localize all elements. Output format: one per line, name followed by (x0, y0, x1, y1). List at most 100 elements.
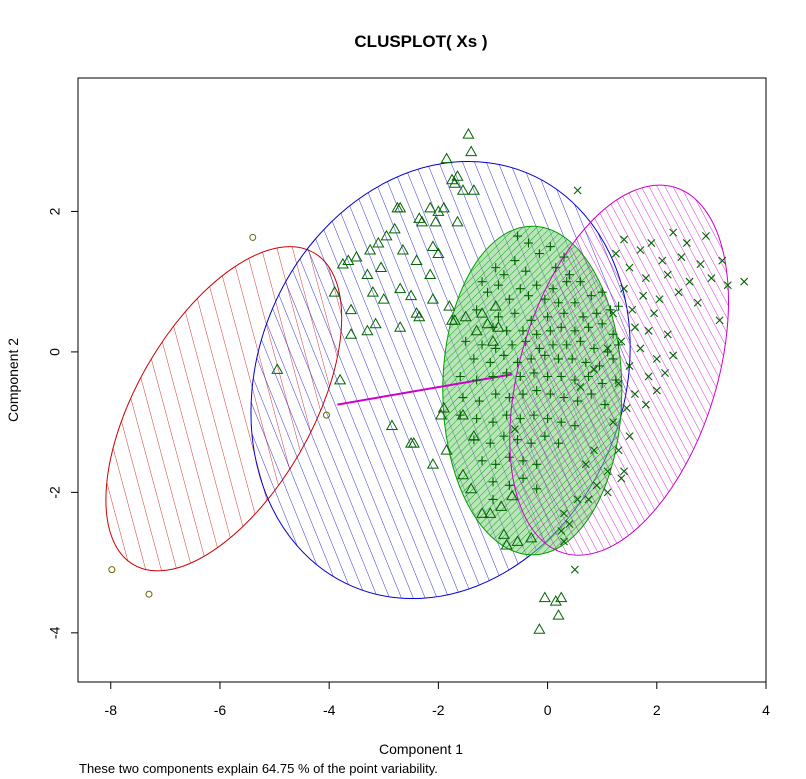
x-tick-label-1: -8 (105, 702, 118, 718)
cluster-2-point-37 (377, 293, 390, 304)
cluster-2-point-76 (555, 591, 568, 603)
cluster-4-point-50 (603, 488, 612, 497)
cluster-3-point-117 (532, 484, 542, 494)
cluster-4-point-61 (510, 425, 519, 434)
cluster-4-point-51 (617, 474, 626, 483)
cluster-2-point-10 (391, 201, 404, 213)
cluster-3-point-10 (551, 263, 561, 273)
cluster-4-point-30 (663, 330, 672, 339)
cluster-2-point-61 (435, 408, 448, 420)
cluster-3-point-30 (526, 315, 536, 325)
cluster-3-point-23 (554, 298, 564, 308)
cluster-2-point-23 (396, 243, 409, 255)
cluster-3-point-76 (543, 371, 553, 381)
cluster-4-point-1 (573, 186, 582, 195)
cluster-4-point-21 (639, 291, 648, 300)
cluster-4-point-9 (677, 253, 686, 262)
cluster-3-point-111 (504, 452, 514, 462)
cluster-3-point-112 (518, 456, 528, 466)
cluster-4-point-59 (581, 460, 590, 469)
cluster-3-point-66 (567, 354, 577, 364)
cluster-3-point-107 (540, 431, 550, 441)
cluster-3-point-43 (570, 326, 580, 336)
cluster-2-point-57 (385, 419, 399, 431)
cluster-3-point-68 (594, 361, 604, 371)
cluster-2-point-63 (440, 444, 453, 455)
cluster-4-point-22 (655, 295, 664, 304)
cluster-2-point-29 (361, 268, 374, 280)
cluster-4-point-26 (650, 309, 659, 318)
cluster-4-point-37 (644, 372, 653, 381)
cluster-3-point-100 (556, 417, 566, 427)
cluster-4-point-47 (603, 467, 612, 476)
cluster-3-point-32 (559, 308, 569, 318)
cluster-3-point-83 (474, 396, 484, 406)
cluster-2-point-72 (525, 531, 538, 543)
cluster-4-point-20 (620, 284, 629, 293)
cluster-3-point-27 (472, 305, 482, 315)
cluster-4-point-44 (609, 418, 618, 427)
cluster-4-point-42 (622, 404, 631, 413)
cluster-3-point-114 (488, 477, 498, 487)
cluster-3-point-8 (510, 256, 520, 266)
cluster-2-point-39 (369, 317, 382, 329)
y-tick-label-3: 0 (47, 348, 63, 356)
cluster-4-point-58 (570, 565, 579, 574)
cluster-3-point-2 (523, 238, 533, 248)
cluster-2-point-24 (426, 240, 439, 251)
cluster-3-point-74 (515, 371, 525, 381)
cluster-3-point-75 (529, 368, 539, 378)
cluster-2-point-46 (489, 300, 502, 311)
cluster-4-point-10 (696, 260, 705, 269)
cluster-2-point-69 (500, 538, 513, 550)
cluster-1-point-4 (322, 411, 330, 419)
cluster-3-point-7 (499, 270, 509, 280)
cluster-2-point-74 (549, 595, 562, 606)
cluster-3-point-47 (461, 336, 471, 346)
cluster-3-point-28 (493, 312, 503, 322)
cluster-4-point-13 (625, 263, 634, 272)
cluster-ellipses (105, 160, 729, 600)
cluster-2-point-6 (448, 177, 461, 188)
cluster-4-point-39 (614, 379, 623, 388)
cluster-4-point-2 (620, 235, 629, 244)
cluster-3-point-35 (605, 305, 615, 315)
cluster-2-point-50 (361, 324, 374, 336)
cluster-4-point-12 (611, 249, 620, 258)
cluster-2-point-2 (465, 145, 478, 157)
cluster-3-point-56 (589, 343, 599, 353)
cluster-3-point-26 (597, 287, 607, 297)
cluster-4-point-29 (644, 326, 653, 335)
cluster-3-point-13 (493, 280, 503, 290)
cluster-2-point-41 (413, 310, 426, 322)
cluster-2-point-52 (470, 324, 483, 336)
cluster-3-point-115 (504, 480, 514, 490)
cluster-3-point-105 (513, 435, 523, 445)
y-axis: -4 -2 0 2 (47, 207, 79, 639)
cluster-2-point-13 (437, 201, 450, 213)
cluster-3-point-53 (548, 340, 558, 350)
cluster-4-point-41 (652, 386, 661, 395)
cluster-3-point-94 (472, 414, 482, 424)
cluster-4-point-3 (647, 239, 656, 248)
cluster-4-point-27 (609, 309, 618, 318)
cluster-2-point-35 (328, 286, 341, 297)
cluster-3-point-85 (504, 393, 514, 403)
cluster-3-point-4 (545, 242, 555, 252)
cluster-3-point-36 (614, 301, 624, 311)
cluster-3-point-52 (534, 343, 544, 353)
cluster-3-point-64 (540, 350, 550, 360)
cluster-3-point-11 (564, 270, 574, 280)
cluster-2-point-3 (440, 152, 453, 164)
cluster-4-point-32 (617, 337, 626, 346)
cluster-2-point-16 (429, 215, 442, 227)
cluster-3-point-6 (491, 263, 501, 273)
cluster-3-point-25 (586, 291, 596, 301)
cluster-3-point-95 (488, 417, 498, 427)
cluster-2-point-18 (388, 222, 401, 234)
cluster-3-point-116 (518, 473, 528, 483)
cluster-3-point-41 (545, 326, 555, 336)
cluster-2-point-28 (342, 254, 355, 266)
cluster-2-point-73 (538, 591, 551, 603)
cluster-2-point-27 (336, 257, 349, 269)
